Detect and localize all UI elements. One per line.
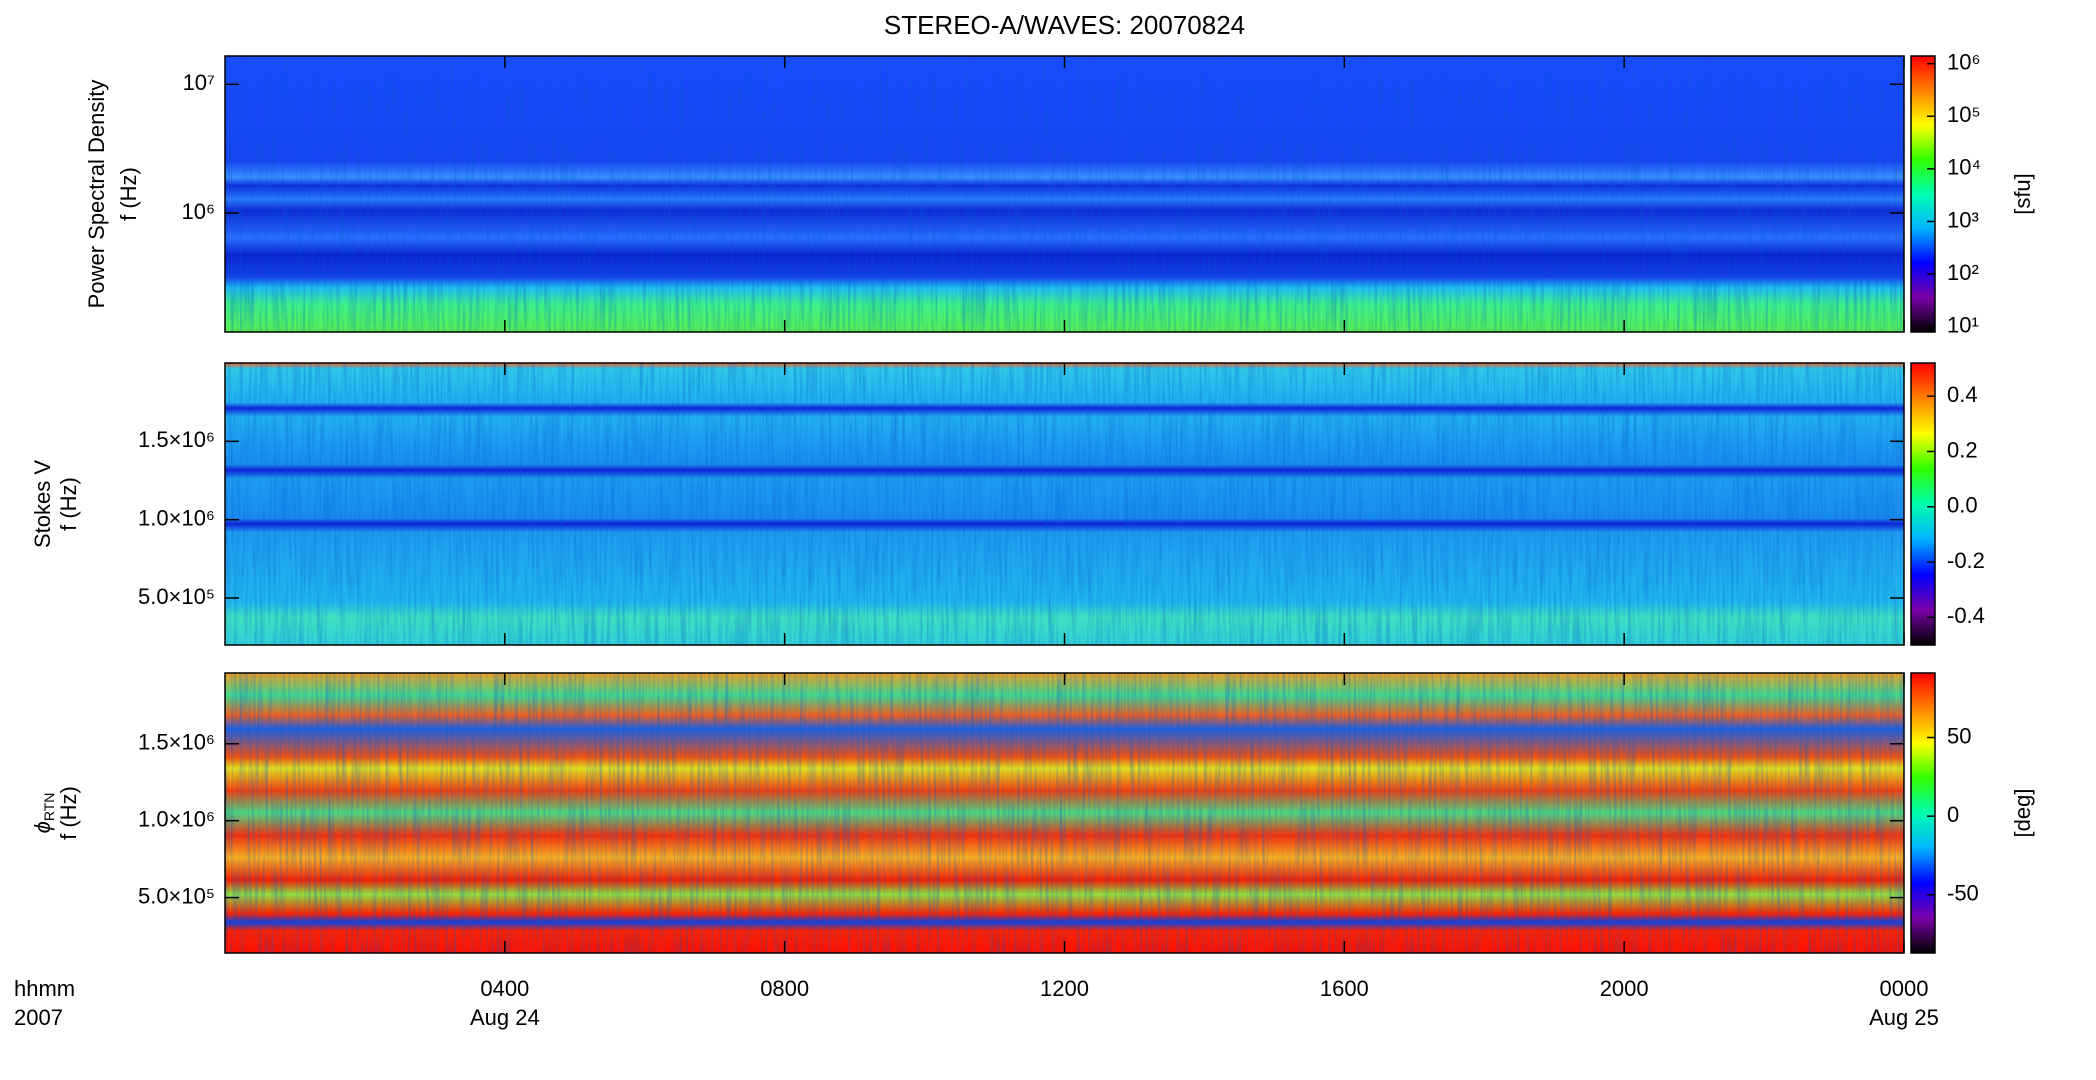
colorbar-label: [deg] <box>2010 789 2035 838</box>
colorbar <box>1910 672 1936 954</box>
colorbar-tick-label: 50 <box>1947 723 1971 748</box>
x-axis-label: hhmm <box>14 976 75 1001</box>
y-axis-label-unit: f (Hz) <box>116 167 141 221</box>
x-axis-year: 2007 <box>14 1005 63 1030</box>
y-axis-label-symbol: ϕ <box>30 821 55 833</box>
colorbar-tick-label: 10⁵ <box>1947 102 1981 127</box>
colorbar-tick-label: 0.0 <box>1947 493 1978 518</box>
colorbar-tick-label: -0.2 <box>1947 548 1985 573</box>
spectrogram-texture <box>225 56 1904 332</box>
y-tick-label: 1.5×10⁶ <box>138 427 215 452</box>
colorbar <box>1910 362 1936 646</box>
y-axis-label: ϕRTN <box>30 793 57 834</box>
colorbar-tick-label: -0.4 <box>1947 603 1985 628</box>
colorbar-label: [sfu] <box>2010 173 2035 215</box>
y-tick-label: 1.5×10⁶ <box>138 730 215 755</box>
x-tick-label: 2000 <box>1600 976 1649 1001</box>
colorbar-tick-label: -50 <box>1947 881 1979 906</box>
x-date-label: Aug 24 <box>470 1005 540 1030</box>
spectrogram-texture <box>225 673 1904 953</box>
x-tick-label: 0800 <box>760 976 809 1001</box>
x-tick-label: 0000 <box>1880 976 1929 1001</box>
colorbar-tick-label: 10² <box>1947 260 1979 285</box>
colorbar-tick-label: 10¹ <box>1947 312 1979 337</box>
colorbar-tick-label: 10⁴ <box>1947 155 1981 180</box>
y-tick-label: 10⁶ <box>181 199 215 224</box>
y-tick-label: 1.0×10⁶ <box>138 505 215 530</box>
x-tick-label: 1200 <box>1040 976 1089 1001</box>
y-tick-label: 1.0×10⁶ <box>138 807 215 832</box>
colorbar-tick-label: 0.2 <box>1947 437 1978 462</box>
y-axis-label: Power Spectral Density <box>84 80 109 309</box>
spectrogram-texture <box>225 363 1904 645</box>
colorbar-tick-label: 10⁶ <box>1947 49 1981 74</box>
y-tick-label: 10⁷ <box>183 70 215 95</box>
colorbar-tick-label: 0 <box>1947 802 1959 827</box>
x-tick-label: 0400 <box>480 976 529 1001</box>
x-tick-label: 1600 <box>1320 976 1369 1001</box>
chart-title: STEREO-A/WAVES: 20070824 <box>884 10 1245 40</box>
y-tick-label: 5.0×10⁵ <box>138 883 215 908</box>
y-axis-label-subscript: RTN <box>41 793 57 822</box>
x-date-label: Aug 25 <box>1869 1005 1939 1030</box>
colorbar <box>1910 55 1936 333</box>
y-axis-label-unit: f (Hz) <box>56 786 81 840</box>
colorbar-tick-label: 0.4 <box>1947 382 1978 407</box>
y-axis-label-unit: f (Hz) <box>56 477 81 531</box>
y-tick-label: 5.0×10⁵ <box>138 584 215 609</box>
y-axis-label: Stokes V <box>30 460 55 548</box>
colorbar-tick-label: 10³ <box>1947 207 1979 232</box>
